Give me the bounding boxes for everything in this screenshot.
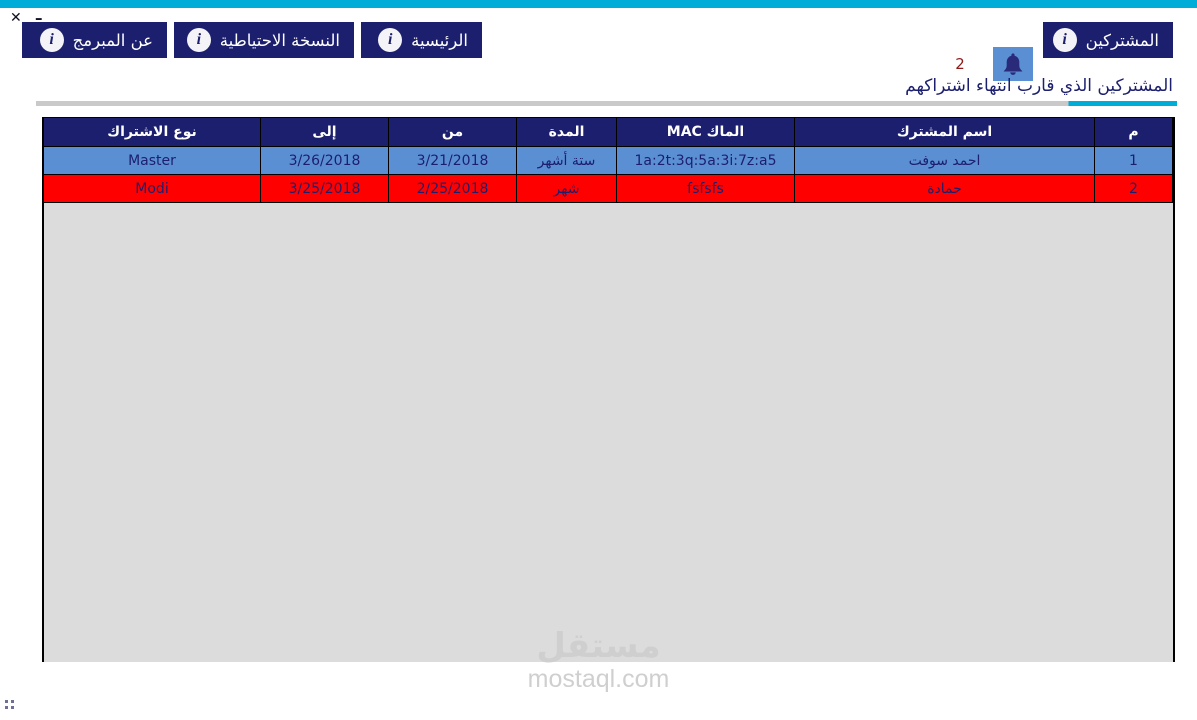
nav-button-subscribers[interactable]: المشتركين i <box>1043 22 1173 58</box>
cell-to: 3/26/2018 <box>260 146 389 175</box>
info-icon: i <box>1052 28 1077 52</box>
table-row[interactable]: 2 حمادة fsfsfs شهر 2/25/2018 3/25/2018 M… <box>44 174 1173 203</box>
cell-mac: 1a:2t:3q:5a:3i:7z:a5 <box>616 146 795 175</box>
column-header-subscription[interactable]: نوع الاشتراك <box>44 117 261 147</box>
cell-from: 2/25/2018 <box>388 174 517 203</box>
column-header-from[interactable]: من <box>388 117 517 147</box>
grip-dot <box>5 700 8 703</box>
table-row[interactable]: 1 احمد سوفت 1a:2t:3q:5a:3i:7z:a5 ستة أشه… <box>44 146 1173 175</box>
nav-button-backup-label: النسخة الاحتياطية <box>219 30 340 50</box>
page-title: المشتركين الذي قارب انتهاء اشتراكهم <box>905 76 1173 96</box>
notification-count: 2 <box>955 55 965 73</box>
cell-index: 1 <box>1094 146 1173 175</box>
resize-grip[interactable] <box>5 700 19 714</box>
notification-bell-button[interactable] <box>993 47 1033 81</box>
cell-to: 3/25/2018 <box>260 174 389 203</box>
cell-name: احمد سوفت <box>794 146 1095 175</box>
column-header-index[interactable]: م <box>1094 117 1173 147</box>
column-header-mac[interactable]: الماك MAC <box>616 117 795 147</box>
subscribers-table: م اسم المشترك الماك MAC المدة من إلى نوع… <box>44 117 1173 203</box>
info-icon-glyph: i <box>49 31 54 48</box>
cell-duration: شهر <box>516 174 617 203</box>
title-divider <box>36 101 1177 106</box>
info-icon-glyph: i <box>196 31 202 48</box>
grip-dot <box>11 700 14 703</box>
info-icon: i <box>39 28 64 52</box>
info-icon-glyph: i <box>387 31 393 48</box>
nav-button-about-developer-label: عن المبرمج <box>72 30 153 50</box>
cell-duration: ستة أشهر <box>516 146 617 175</box>
column-header-name[interactable]: اسم المشترك <box>794 117 1095 147</box>
cell-subscription: Modi <box>44 174 261 203</box>
info-icon: i <box>378 28 403 52</box>
nav-button-subscribers-label: المشتركين <box>1085 30 1159 50</box>
close-icon[interactable]: ✕ <box>10 10 22 26</box>
info-icon: i <box>186 28 211 52</box>
cell-subscription: Master <box>44 146 261 175</box>
window-controls: ✕ – <box>0 8 80 30</box>
grip-dot <box>5 706 8 709</box>
nav-button-about-developer[interactable]: عن المبرمج i <box>22 22 167 58</box>
watermark-latin: mostaql.com <box>527 665 670 694</box>
title-bar-accent-strip <box>0 0 1197 8</box>
cell-mac: fsfsfs <box>616 174 795 203</box>
cell-from: 3/21/2018 <box>388 146 517 175</box>
grip-dot <box>11 706 14 709</box>
column-header-to[interactable]: إلى <box>260 117 389 147</box>
info-icon-glyph: i <box>1062 31 1067 48</box>
nav-button-home[interactable]: الرئيسية i <box>361 22 482 58</box>
column-header-duration[interactable]: المدة <box>516 117 617 147</box>
navigation-bar: المشتركين i الرئيسية i النسخة الاحتياطية… <box>0 22 1197 81</box>
table-header-row: م اسم المشترك الماك MAC المدة من إلى نوع… <box>44 117 1173 147</box>
cell-name: حمادة <box>794 174 1095 203</box>
bell-icon <box>1003 53 1023 75</box>
minimize-icon[interactable]: – <box>35 9 43 27</box>
nav-button-backup[interactable]: النسخة الاحتياطية i <box>174 22 354 58</box>
nav-button-home-label: الرئيسية <box>411 30 468 50</box>
cell-index: 2 <box>1094 174 1173 203</box>
content-panel: م اسم المشترك الماك MAC المدة من إلى نوع… <box>42 117 1175 662</box>
